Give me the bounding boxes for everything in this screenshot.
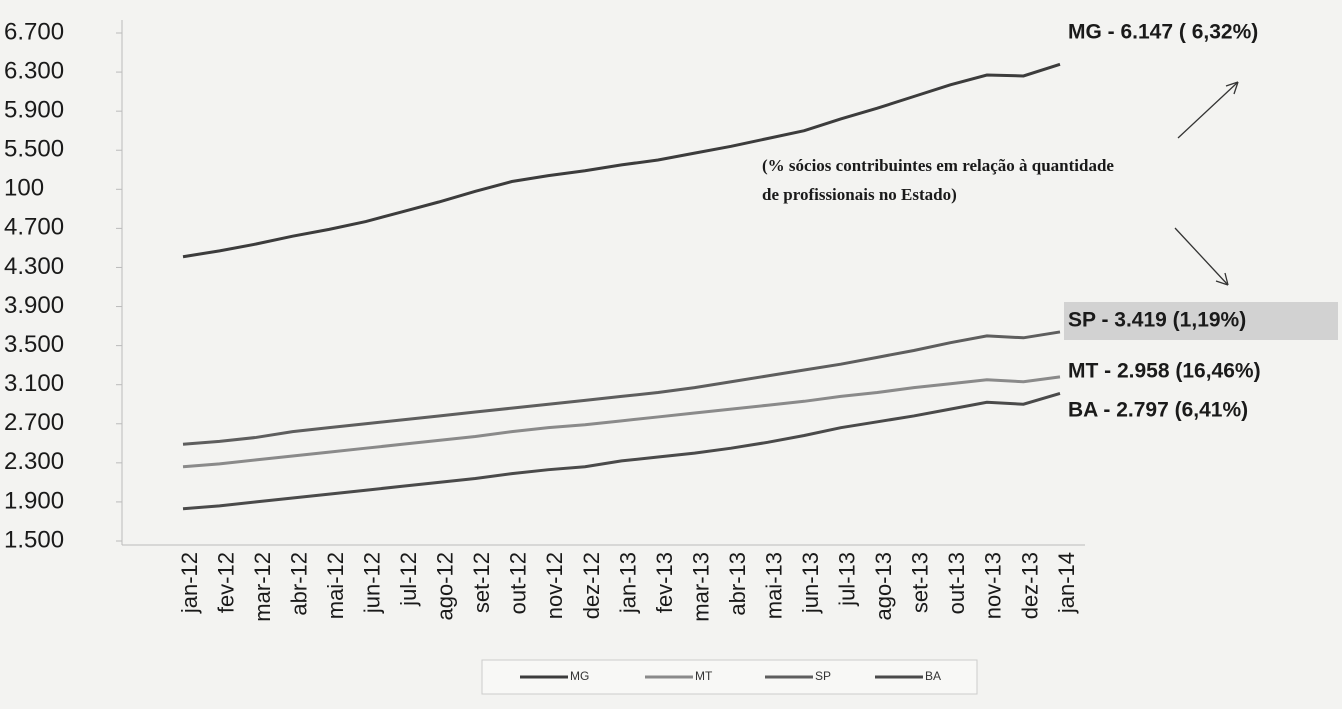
arrow-head: [1225, 81, 1239, 95]
x-tick-label: fev-13: [652, 552, 677, 613]
annotation: MT - 2.958 (16,46%): [1068, 360, 1261, 383]
legend-label: MT: [695, 669, 713, 683]
x-tick-label: fev-12: [213, 552, 238, 613]
x-tick-label: abr-13: [725, 552, 750, 616]
y-tick-label: 5.500: [4, 136, 64, 163]
y-tick-label: 4.700: [4, 214, 64, 241]
x-tick-label: dez-13: [1017, 552, 1042, 619]
y-tick-label: 3.500: [4, 331, 64, 358]
x-tick-label: ago-12: [433, 552, 458, 621]
x-tick-label: set-13: [908, 552, 933, 613]
x-tick-label: jul-13: [835, 552, 860, 607]
note: de profissionais no Estado): [762, 185, 957, 204]
x-tick-label: ago-13: [871, 552, 896, 621]
legend-label: MG: [570, 669, 589, 683]
y-tick-label: 2.300: [4, 448, 64, 475]
annotation: BA - 2.797 (6,41%): [1068, 399, 1248, 422]
x-tick-label: mai-13: [761, 552, 786, 619]
y-tick-label: 1.500: [4, 526, 64, 553]
legend-label: BA: [925, 669, 941, 683]
annotation: MG - 6.147 ( 6,32%): [1068, 21, 1258, 44]
x-tick-label: jul-12: [396, 552, 421, 607]
y-tick-label: 3.100: [4, 370, 64, 397]
x-tick-label: nov-12: [542, 552, 567, 619]
arrow: [1177, 81, 1239, 139]
y-tick-label: 5.900: [4, 96, 64, 123]
x-tick-label: mar-13: [688, 552, 713, 622]
arrow-head: [1215, 272, 1229, 286]
x-tick-label: jan-13: [615, 552, 640, 614]
x-tick-label: out-13: [944, 552, 969, 614]
x-tick-label: out-12: [506, 552, 531, 614]
annotation: SP - 3.419 (1,19%): [1068, 309, 1246, 332]
x-tick-label: jan-12: [177, 552, 202, 614]
series-line: [182, 62, 1061, 259]
x-tick-label: set-12: [469, 552, 494, 613]
y-tick-label: 6.700: [4, 18, 64, 45]
x-tick-label: jun-13: [798, 552, 823, 614]
y-tick-label: 1.900: [4, 487, 64, 514]
highlight: [1064, 302, 1338, 340]
x-tick-label: jun-12: [360, 552, 385, 614]
series-line: [182, 330, 1061, 446]
x-tick-label: mar-12: [250, 552, 275, 622]
y-tick-label: 3.900: [4, 292, 64, 319]
x-tick-label: dez-12: [579, 552, 604, 619]
y-tick-label: 100: [4, 175, 44, 202]
y-tick-label: 2.700: [4, 409, 64, 436]
y-tick-label: 4.300: [4, 253, 64, 280]
x-tick-label: jan-14: [1054, 552, 1079, 614]
series-line: [182, 392, 1061, 511]
series-line: [182, 375, 1061, 469]
x-tick-label: mai-12: [323, 552, 348, 619]
note: (% sócios contribuintes em relação à qua…: [762, 156, 1114, 175]
arrow: [1174, 227, 1229, 286]
x-tick-label: nov-13: [981, 552, 1006, 619]
y-tick-label: 6.300: [4, 57, 64, 84]
x-tick-label: abr-12: [286, 552, 311, 616]
legend-label: SP: [815, 669, 831, 683]
